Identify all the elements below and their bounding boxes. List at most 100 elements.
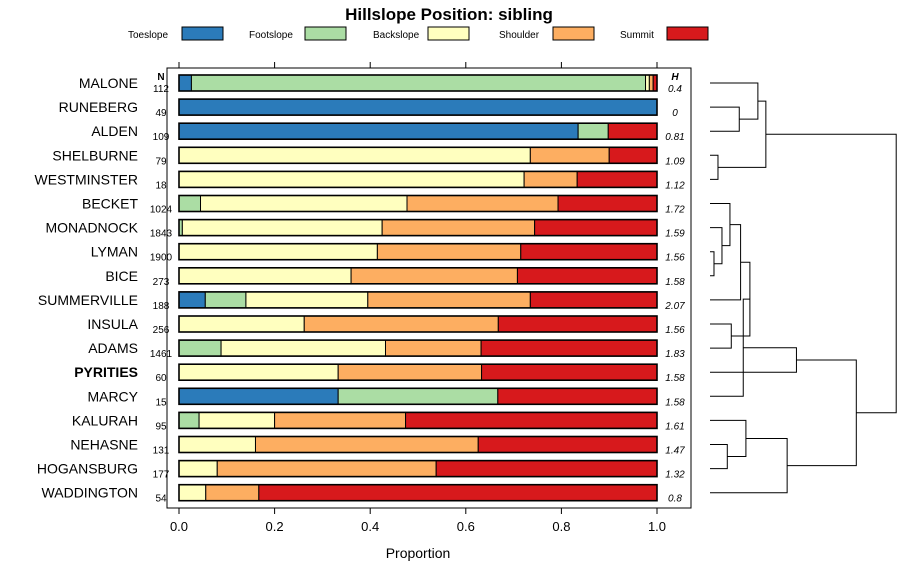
x-axis-title: Proportion — [386, 545, 451, 561]
dendrogram-link — [710, 251, 715, 277]
row-label-pyrities: PYRITIES — [74, 364, 138, 380]
bar-segment-westminster-shoulder — [523, 170, 578, 188]
bar-segment-alden-toeslope — [178, 122, 579, 140]
bar-segment-waddington-backslope — [178, 484, 207, 502]
bar-outline-runeberg — [178, 98, 658, 116]
bar-row-lyman — [178, 242, 658, 261]
bar-segment-marcy-footslope — [337, 387, 499, 405]
bar-segment-monadnock-summit — [534, 219, 658, 237]
bar-row-westminster — [178, 170, 658, 189]
h-value-runeberg: 0 — [672, 108, 678, 119]
bar-outline-kalurah — [178, 411, 658, 430]
bar-segment-adams-footslope — [178, 339, 222, 357]
legend-swatch-toeslope — [181, 26, 224, 41]
bar-row-pyrities — [178, 363, 658, 382]
bar-segment-becket-footslope — [178, 195, 202, 212]
bar-segment-marcy-summit — [497, 387, 658, 405]
bar-segment-insula-summit — [497, 315, 658, 333]
bar-segment-bice-backslope — [178, 267, 352, 285]
bar-segment-summerville-shoulder — [367, 291, 531, 309]
row-label-westminster: WESTMINSTER — [35, 171, 138, 187]
x-tick-label: 0.8 — [552, 519, 570, 534]
h-value-adams: 1.83 — [665, 349, 685, 360]
h-value-kalurah: 1.61 — [665, 421, 684, 432]
bar-outline-waddington — [178, 483, 658, 502]
h-value-westminster: 1.12 — [665, 180, 685, 191]
bar-outline-nehasne — [178, 435, 658, 454]
bar-outline-insula — [178, 315, 658, 333]
bar-outline-monadnock — [178, 218, 658, 237]
bar-row-hogansburg — [178, 459, 658, 478]
row-label-runeberg: RUNEBERG — [59, 99, 138, 115]
bar-segment-lyman-summit — [520, 243, 658, 261]
bar-row-becket — [178, 194, 658, 213]
n-value-runeberg: 49 — [155, 108, 167, 119]
n-value-monadnock: 1843 — [150, 229, 173, 240]
bar-outline-adams — [178, 339, 658, 357]
bar-outline-bice — [178, 266, 658, 285]
bar-segment-alden-footslope — [577, 122, 609, 140]
h-value-hogansburg: 1.32 — [665, 470, 685, 481]
h-value-pyrities: 1.58 — [665, 373, 685, 384]
row-label-shelburne: SHELBURNE — [52, 147, 138, 163]
dendrogram-link — [710, 224, 742, 301]
dendrogram-link — [710, 154, 719, 180]
x-tick-label: 0.0 — [170, 519, 188, 534]
n-value-shelburne: 79 — [155, 156, 167, 167]
bar-outline-marcy — [178, 387, 658, 406]
bar-segment-malone-footslope — [190, 74, 647, 92]
bar-row-malone — [178, 74, 658, 92]
bar-row-runeberg — [178, 98, 658, 116]
row-label-summerville: SUMMERVILLE — [38, 292, 138, 308]
h-value-malone: 0.4 — [668, 84, 682, 95]
bar-segment-bice-summit — [516, 267, 658, 285]
row-label-nehasne: NEHASNE — [70, 437, 138, 453]
bar-segment-lyman-backslope — [178, 243, 378, 261]
bar-outline-westminster — [178, 170, 658, 189]
bar-segment-nehasne-shoulder — [254, 436, 479, 453]
dendrogram-link — [710, 347, 797, 373]
row-label-adams: ADAMS — [88, 340, 138, 356]
bar-segment-malone-toeslope — [178, 74, 192, 92]
plot-frame — [166, 67, 692, 509]
h-value-waddington: 0.8 — [668, 494, 682, 505]
h-value-monadnock: 1.59 — [665, 229, 685, 240]
bar-segment-pyrities-backslope — [178, 363, 339, 381]
bar-segment-hogansburg-summit — [435, 460, 658, 478]
row-label-kalurah: KALURAH — [72, 412, 138, 428]
bar-segment-adams-summit — [480, 339, 658, 357]
bar-segment-insula-shoulder — [303, 315, 499, 333]
bar-outline-lyman — [178, 242, 658, 261]
dendrogram-link — [765, 133, 897, 414]
bar-segment-summerville-backslope — [245, 291, 369, 309]
bar-outline-shelburne — [178, 146, 658, 165]
bar-row-bice — [178, 266, 658, 285]
bar-row-adams — [178, 339, 658, 357]
bar-segment-hogansburg-backslope — [178, 460, 218, 478]
bar-segment-malone-backslope — [645, 74, 650, 92]
row-label-lyman: LYMAN — [91, 244, 138, 260]
bar-segment-nehasne-backslope — [178, 436, 256, 453]
bar-segment-pyrities-shoulder — [337, 363, 483, 381]
n-value-bice: 273 — [153, 277, 170, 288]
n-value-adams: 1461 — [150, 349, 173, 360]
bar-row-shelburne — [178, 146, 658, 165]
n-value-insula: 256 — [153, 325, 170, 336]
x-axis: 0.0 0.2 0.4 0.6 0.8 1.0 — [170, 62, 666, 534]
legend-swatch-shoulder — [552, 26, 595, 41]
bar-outline-malone — [178, 74, 658, 92]
bar-segment-shelburne-summit — [608, 146, 658, 164]
bar-segment-insula-backslope — [178, 315, 305, 333]
legend-label-summit: Summit — [620, 30, 654, 41]
bar-row-insula — [178, 315, 658, 333]
x-tick-label: 0.4 — [361, 519, 379, 534]
bar-outline-alden — [178, 122, 658, 140]
dendrogram-link — [710, 227, 723, 265]
h-value-becket: 1.72 — [665, 205, 685, 216]
dendrogram-link — [710, 203, 731, 247]
bar-segment-adams-backslope — [220, 339, 386, 357]
bar-segment-adams-shoulder — [384, 339, 482, 357]
h-value-bice: 1.58 — [665, 277, 685, 288]
legend-label-backslope: Backslope — [373, 30, 420, 41]
